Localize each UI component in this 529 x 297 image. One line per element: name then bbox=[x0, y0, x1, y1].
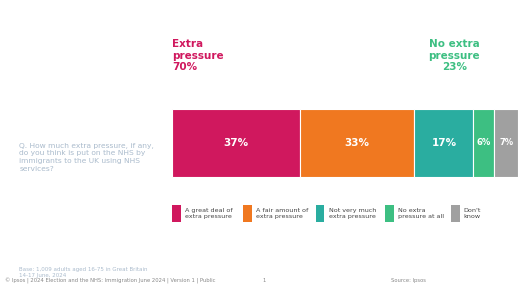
Bar bbox=[415, 108, 473, 177]
Text: 33%: 33% bbox=[345, 138, 370, 148]
Text: Not very much
extra pressure: Not very much extra pressure bbox=[329, 208, 376, 219]
Text: © Ipsos | 2024 Election and the NHS: Immigration June 2024 | Version 1 | Public: © Ipsos | 2024 Election and the NHS: Imm… bbox=[5, 278, 216, 284]
Bar bbox=[451, 205, 460, 222]
Bar bbox=[316, 205, 324, 222]
Text: 7%: 7% bbox=[499, 138, 513, 147]
Bar bbox=[473, 108, 494, 177]
Text: Q. How much extra pressure, if any,
do you think is put on the NHS by
immigrants: Q. How much extra pressure, if any, do y… bbox=[20, 143, 154, 172]
Bar bbox=[172, 108, 300, 177]
Bar bbox=[243, 205, 252, 222]
Bar bbox=[172, 205, 180, 222]
Text: Source: Ipsos: Source: Ipsos bbox=[391, 278, 426, 283]
Text: 6%: 6% bbox=[477, 138, 491, 147]
Text: Base: 1,009 adults aged 16-75 in Great Britain
14-17 June, 2024: Base: 1,009 adults aged 16-75 in Great B… bbox=[20, 267, 148, 279]
Text: Don't
know: Don't know bbox=[464, 208, 481, 219]
Bar bbox=[494, 108, 518, 177]
Text: ipsos: ipsos bbox=[470, 267, 498, 277]
Text: A fair amount of
extra pressure: A fair amount of extra pressure bbox=[256, 208, 308, 219]
Bar bbox=[385, 205, 394, 222]
Text: A great deal of
extra pressure: A great deal of extra pressure bbox=[185, 208, 232, 219]
Text: No extra
pressure at all: No extra pressure at all bbox=[398, 208, 444, 219]
Text: Extra
pressure
70%: Extra pressure 70% bbox=[172, 39, 224, 72]
Text: 37%: 37% bbox=[223, 138, 249, 148]
Text: Extent to which
immigration creates
extra pressure on the
NHS: Extent to which immigration creates extr… bbox=[20, 21, 160, 69]
Text: 17%: 17% bbox=[431, 138, 457, 148]
Text: No extra
pressure
23%: No extra pressure 23% bbox=[428, 39, 480, 72]
Text: 1: 1 bbox=[263, 278, 266, 283]
Bar bbox=[300, 108, 415, 177]
